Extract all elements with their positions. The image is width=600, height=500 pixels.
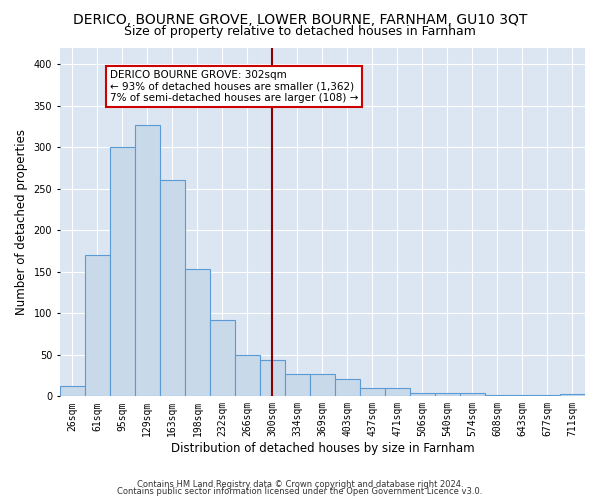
Text: DERICO BOURNE GROVE: 302sqm
← 93% of detached houses are smaller (1,362)
7% of s: DERICO BOURNE GROVE: 302sqm ← 93% of det… <box>110 70 358 103</box>
Bar <box>460 393 485 396</box>
Text: DERICO, BOURNE GROVE, LOWER BOURNE, FARNHAM, GU10 3QT: DERICO, BOURNE GROVE, LOWER BOURNE, FARN… <box>73 12 527 26</box>
Bar <box>535 394 560 396</box>
Bar <box>185 270 210 396</box>
X-axis label: Distribution of detached houses by size in Farnham: Distribution of detached houses by size … <box>170 442 474 455</box>
Bar <box>435 393 460 396</box>
Bar <box>410 393 435 396</box>
Bar <box>360 388 385 396</box>
Bar <box>285 374 310 396</box>
Y-axis label: Number of detached properties: Number of detached properties <box>15 129 28 315</box>
Bar <box>85 255 110 396</box>
Bar <box>210 320 235 396</box>
Text: Contains public sector information licensed under the Open Government Licence v3: Contains public sector information licen… <box>118 488 482 496</box>
Bar <box>110 147 135 396</box>
Bar <box>135 124 160 396</box>
Text: Size of property relative to detached houses in Farnham: Size of property relative to detached ho… <box>124 25 476 38</box>
Bar <box>485 394 510 396</box>
Bar <box>235 355 260 397</box>
Bar <box>260 360 285 397</box>
Bar <box>560 394 585 396</box>
Bar <box>160 180 185 396</box>
Bar <box>510 394 535 396</box>
Bar <box>385 388 410 396</box>
Bar <box>60 386 85 396</box>
Bar <box>310 374 335 396</box>
Bar <box>335 379 360 396</box>
Text: Contains HM Land Registry data © Crown copyright and database right 2024.: Contains HM Land Registry data © Crown c… <box>137 480 463 489</box>
